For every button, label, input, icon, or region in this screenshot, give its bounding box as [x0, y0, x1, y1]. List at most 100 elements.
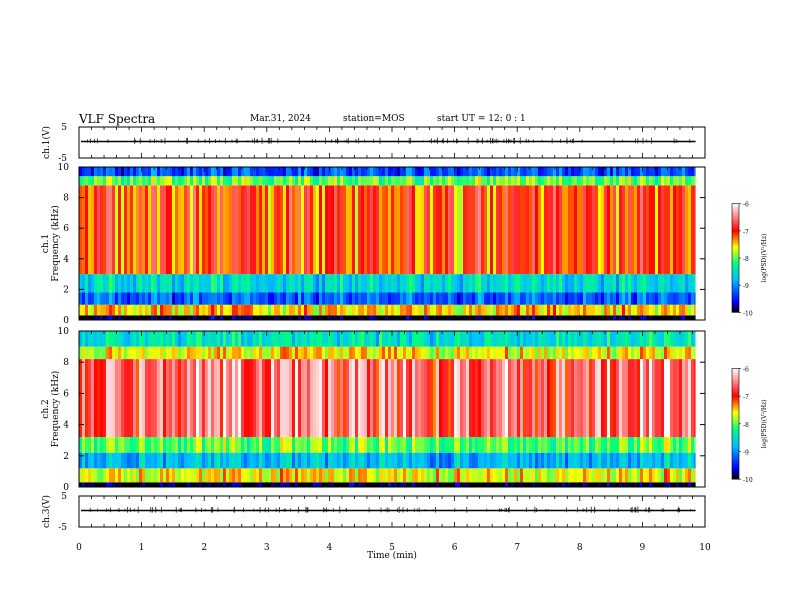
- spectrogram-cell: [448, 176, 452, 186]
- spectrogram-cell: [418, 167, 422, 177]
- spectrogram-cell: [574, 274, 578, 293]
- spectrogram-cell: [298, 482, 302, 487]
- spectrogram-cell: [541, 359, 545, 438]
- spectrogram-cell: [283, 468, 287, 483]
- spectrogram-cell: [451, 359, 455, 438]
- spectrogram-cell: [124, 315, 128, 320]
- spectrogram-cell: [352, 304, 356, 316]
- spectrogram-cell: [592, 452, 596, 469]
- spectrogram-cell: [217, 315, 221, 320]
- spectrogram-cell: [235, 482, 239, 487]
- spectrogram-cell: [280, 482, 284, 487]
- spectrogram-cell: [649, 167, 653, 177]
- spectrogram-cell: [367, 185, 371, 275]
- spectrogram-cell: [595, 452, 599, 469]
- spectrogram-cell: [82, 359, 86, 438]
- spectrogram-cell: [283, 167, 287, 177]
- spectrogram-cell: [613, 482, 617, 487]
- spectrogram-cell: [172, 315, 176, 320]
- spectrogram-cell: [529, 437, 533, 453]
- y-tick-label: 6: [63, 389, 69, 399]
- spectrogram-cell: [490, 315, 494, 320]
- spectrogram-cell: [142, 468, 146, 483]
- spectrogram-cell: [319, 292, 323, 305]
- spectrogram-cell: [115, 185, 119, 275]
- spectrogram-cell: [376, 482, 380, 487]
- spectrogram-cell: [256, 292, 260, 305]
- spectrogram-cell: [220, 274, 224, 293]
- spectrogram-cell: [586, 359, 590, 438]
- spectrogram-cell: [514, 304, 518, 316]
- spectrogram-cell: [400, 185, 404, 275]
- spectrogram-cell: [145, 176, 149, 186]
- spectrogram-cell: [661, 176, 665, 186]
- spectrogram-cell: [283, 176, 287, 186]
- spectrogram-cell: [469, 167, 473, 177]
- spectrogram-cell: [187, 176, 191, 186]
- spectrogram-cell: [238, 452, 242, 469]
- spectrogram-cell: [280, 452, 284, 469]
- spectrogram-cell: [409, 331, 413, 347]
- y-axis-label: ch.2: [41, 399, 51, 418]
- spectrogram-cell: [565, 167, 569, 177]
- spectrogram-cell: [442, 452, 446, 469]
- spectrogram-cell: [517, 331, 521, 347]
- spectrogram-cell: [493, 331, 497, 347]
- spectrogram-cell: [139, 452, 143, 469]
- spectrogram-cell: [664, 482, 668, 487]
- spectrogram-cell: [154, 176, 158, 186]
- spectrogram-cell: [166, 185, 170, 275]
- spectrogram-cell: [451, 185, 455, 275]
- spectrogram-cell: [436, 292, 440, 305]
- spectrogram-cell: [607, 346, 611, 360]
- spectrogram-cell: [352, 185, 356, 275]
- start-time-label: start UT = 12: 0 : 1: [437, 114, 526, 124]
- spectrogram-cell: [163, 468, 167, 483]
- spectrogram-cell: [187, 315, 191, 320]
- spectrogram-cell: [184, 482, 188, 487]
- spectrogram-cell: [358, 437, 362, 453]
- spectrogram-cell: [547, 315, 551, 320]
- spectrogram-cell: [622, 167, 626, 177]
- spectrogram-cell: [325, 346, 329, 360]
- spectrogram-cell: [634, 315, 638, 320]
- spectrogram-cell: [418, 304, 422, 316]
- spectrogram-cell: [307, 331, 311, 347]
- spectrogram-cell: [610, 468, 614, 483]
- spectrogram-cell: [217, 437, 221, 453]
- spectrogram-cell: [607, 292, 611, 305]
- spectrogram-cell: [613, 315, 617, 320]
- spectrogram-cell: [280, 292, 284, 305]
- spectrogram-cell: [379, 167, 383, 177]
- spectrogram-cell: [622, 346, 626, 360]
- spectrogram-cell: [550, 359, 554, 438]
- spectrogram-cell: [412, 437, 416, 453]
- spectrogram-cell: [484, 304, 488, 316]
- spectrogram-cell: [172, 437, 176, 453]
- spectrogram-cell: [430, 437, 434, 453]
- spectrogram-cell: [178, 437, 182, 453]
- spectrogram-cell: [388, 331, 392, 347]
- y-axis-label: Frequency (kHz): [50, 205, 61, 282]
- spectrogram-cell: [271, 468, 275, 483]
- spectrogram-cell: [334, 274, 338, 293]
- spectrogram-cell: [106, 452, 110, 469]
- spectrogram-cell: [508, 331, 512, 347]
- spectrogram-cell: [127, 274, 131, 293]
- spectrogram-cell: [280, 176, 284, 186]
- spectrogram-cell: [481, 292, 485, 305]
- spectrogram-cell: [199, 274, 203, 293]
- spectrogram-cell: [229, 331, 233, 347]
- spectrogram-cell: [259, 482, 263, 487]
- spectrogram-cell: [691, 185, 695, 275]
- spectrogram-cell: [631, 304, 635, 316]
- spectrogram-cell: [364, 331, 368, 347]
- spectrogram-cell: [94, 482, 98, 487]
- spectrogram-cell: [253, 292, 257, 305]
- spectrogram-cell: [256, 315, 260, 320]
- spectrogram-cell: [652, 315, 656, 320]
- spectrogram-cell: [274, 274, 278, 293]
- spectrogram-cell: [631, 315, 635, 320]
- spectrogram-cell: [640, 167, 644, 177]
- spectrogram-cell: [244, 274, 248, 293]
